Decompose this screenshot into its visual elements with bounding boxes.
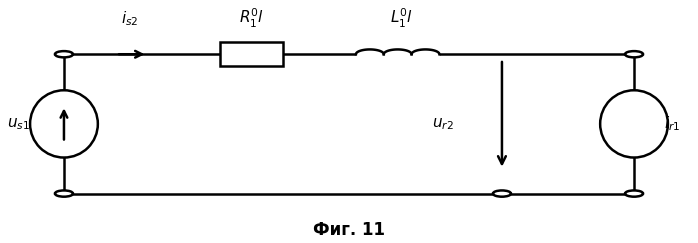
Ellipse shape bbox=[600, 90, 668, 157]
Bar bbox=[221, 42, 283, 66]
Text: $R_1^0 l$: $R_1^0 l$ bbox=[239, 7, 265, 30]
Circle shape bbox=[625, 51, 643, 57]
Circle shape bbox=[55, 51, 73, 57]
Text: $i_{r1}$: $i_{r1}$ bbox=[664, 114, 681, 133]
Circle shape bbox=[55, 191, 73, 197]
Ellipse shape bbox=[30, 90, 98, 157]
Text: $u_{r2}$: $u_{r2}$ bbox=[432, 116, 454, 132]
Text: Фиг. 11: Фиг. 11 bbox=[313, 221, 385, 239]
Text: $u_{s1}$: $u_{s1}$ bbox=[7, 116, 30, 132]
Circle shape bbox=[493, 191, 511, 197]
Circle shape bbox=[625, 191, 643, 197]
Text: $L_1^0 l$: $L_1^0 l$ bbox=[389, 7, 413, 30]
Text: $i_{s2}$: $i_{s2}$ bbox=[121, 9, 139, 27]
